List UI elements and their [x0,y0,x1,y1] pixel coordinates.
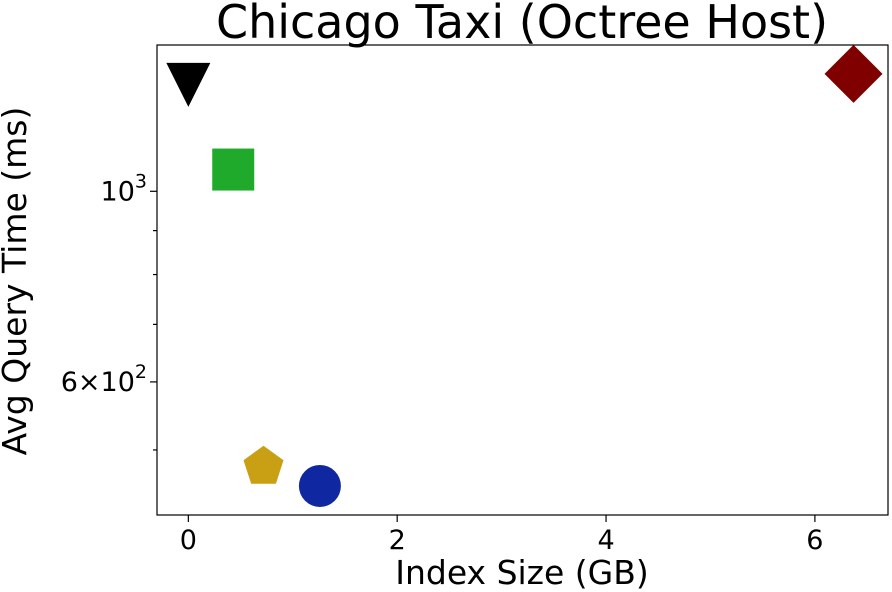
axis-ticks: 0 2 4 6 103 6×102 [61,170,824,556]
y-tick-label: 103 [101,170,147,207]
y-tick-label: 6×102 [61,361,147,398]
x-tick-label: 0 [180,525,197,556]
data-point-square [212,148,255,191]
x-tick-label: 6 [806,525,823,556]
x-tick-label: 2 [389,525,406,556]
data-point-circle [298,464,341,507]
plot-frame [156,44,889,516]
x-axis-label: Index Size (GB) [395,553,649,592]
data-points [166,44,883,507]
chart-title: Chicago Taxi (Octree Host) [216,0,828,49]
data-point-triangle-down [166,62,211,107]
data-point-diamond [824,44,883,103]
y-axis-label: Avg Query Time (ms) [0,107,34,456]
data-point-pentagon [243,445,284,484]
x-tick-label: 4 [597,525,614,556]
